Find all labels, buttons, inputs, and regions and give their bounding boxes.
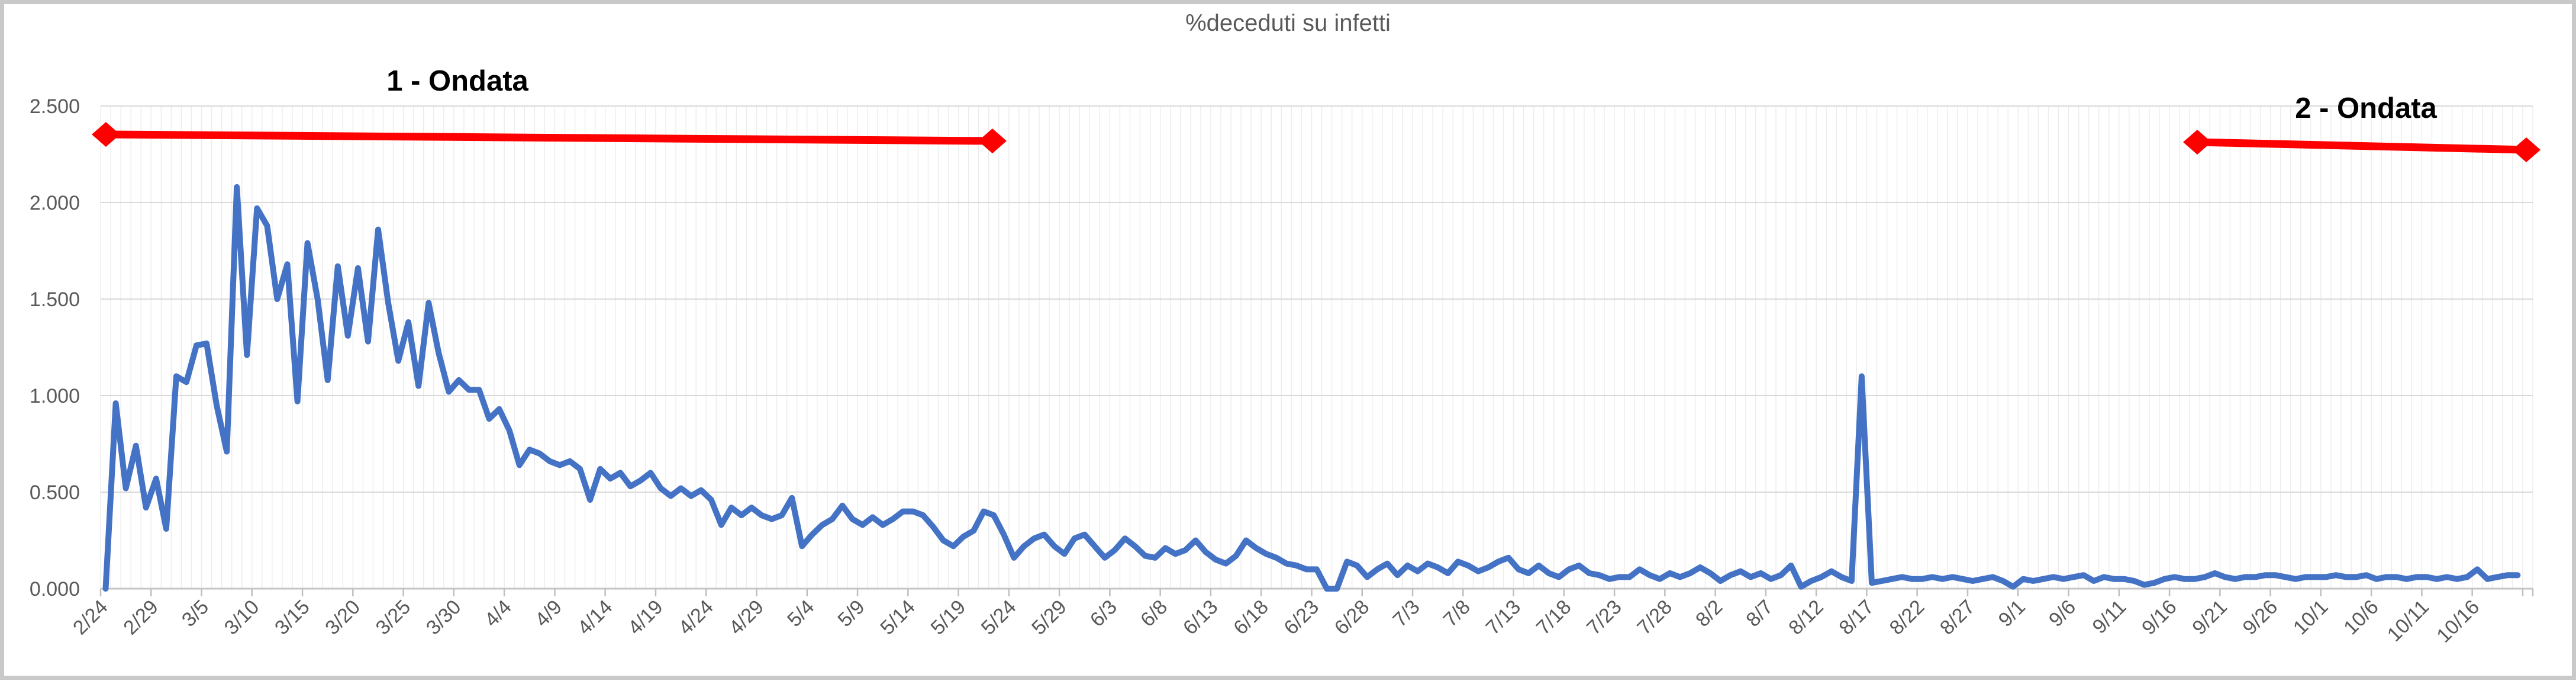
x-tick-label: 8/27 xyxy=(1936,596,1979,640)
y-tick-label: 0.000 xyxy=(30,578,80,600)
x-tick-label: 9/6 xyxy=(2045,596,2080,631)
x-tick-label: 4/19 xyxy=(624,596,668,640)
x-tick-label: 4/14 xyxy=(573,596,617,640)
x-tick-label: 7/18 xyxy=(1532,596,1576,640)
wave1-diamond-endpoint xyxy=(978,129,1007,153)
wave2-label: 2 - Ondata xyxy=(2295,92,2437,124)
x-tick-label: 10/16 xyxy=(2432,596,2484,647)
y-tick-label: 2.500 xyxy=(30,95,80,118)
wave1-line xyxy=(105,130,993,145)
x-tick-label: 10/1 xyxy=(2289,596,2333,640)
x-tick-label: 8/12 xyxy=(1784,596,1828,640)
x-tick-label: 3/5 xyxy=(178,596,213,631)
x-tick-label: 5/19 xyxy=(927,596,971,640)
x-tick-label: 4/4 xyxy=(481,596,516,631)
x-tick-label: 9/1 xyxy=(1994,596,2030,631)
x-tick-label: 6/3 xyxy=(1086,596,1121,631)
x-tick-label: 9/16 xyxy=(2137,596,2181,640)
x-tick-label: 3/30 xyxy=(422,596,466,640)
wave1-label: 1 - Ondata xyxy=(386,65,528,97)
x-tick-label: 5/9 xyxy=(833,596,869,631)
x-tick-label: 9/26 xyxy=(2239,596,2282,640)
x-tick-label: 8/2 xyxy=(1691,596,1727,631)
y-tick-label: 2.000 xyxy=(30,192,80,214)
y-tick-label: 1.000 xyxy=(30,385,80,407)
x-tick-label: 10/6 xyxy=(2339,596,2383,640)
x-tick-label: 8/7 xyxy=(1742,596,1777,631)
x-tick-label: 7/3 xyxy=(1388,596,1424,631)
x-tick-label: 6/18 xyxy=(1229,596,1273,640)
chart-title: %deceduti su infetti xyxy=(1185,10,1391,36)
x-tick-label: 4/29 xyxy=(724,596,768,640)
x-tick-label: 2/24 xyxy=(69,596,112,640)
x-tick-label: 7/8 xyxy=(1439,596,1475,631)
x-tick-label: 5/14 xyxy=(876,596,920,640)
x-tick-label: 6/23 xyxy=(1279,596,1323,640)
x-tick-label: 3/20 xyxy=(321,596,365,640)
y-tick-label: 0.500 xyxy=(30,481,80,504)
x-tick-label: 2/29 xyxy=(119,596,163,640)
x-tick-label: 8/22 xyxy=(1885,596,1929,640)
x-tick-label: 7/28 xyxy=(1633,596,1677,640)
x-tick-label: 3/10 xyxy=(220,596,264,640)
wave2-diamond-endpoint xyxy=(2512,137,2540,162)
x-tick-label: 6/8 xyxy=(1136,596,1172,631)
x-tick-label: 6/13 xyxy=(1179,596,1223,640)
wave2-diamond-endpoint xyxy=(2183,130,2211,155)
x-tick-label: 9/21 xyxy=(2188,596,2232,640)
wave2-line xyxy=(2197,138,2527,154)
x-tick-label: 8/17 xyxy=(1835,596,1878,640)
x-tick-label: 6/28 xyxy=(1330,596,1374,640)
x-tick-label: 3/25 xyxy=(372,596,415,640)
line-chart: 2/24 2/29 3/5 3/10 3/15 3/20 3/25 3/30 4/4 4/9 4/1… xyxy=(30,95,2540,647)
x-tick-label: 4/9 xyxy=(531,596,566,631)
series-line xyxy=(102,184,2521,592)
x-tick-label: 9/11 xyxy=(2088,596,2131,638)
x-tick-label: 5/24 xyxy=(977,596,1021,640)
wave1-diamond-endpoint xyxy=(92,122,120,147)
x-tick-label: 3/15 xyxy=(270,596,314,640)
y-tick-label: 1.500 xyxy=(30,288,80,311)
x-tick-label: 7/13 xyxy=(1482,596,1526,640)
x-tick-label: 5/29 xyxy=(1027,596,1071,640)
x-tick-label: 5/4 xyxy=(783,596,818,631)
x-tick-label: 7/23 xyxy=(1582,596,1626,640)
x-tick-label: 10/11 xyxy=(2383,596,2433,646)
x-tick-label: 4/24 xyxy=(674,596,718,640)
